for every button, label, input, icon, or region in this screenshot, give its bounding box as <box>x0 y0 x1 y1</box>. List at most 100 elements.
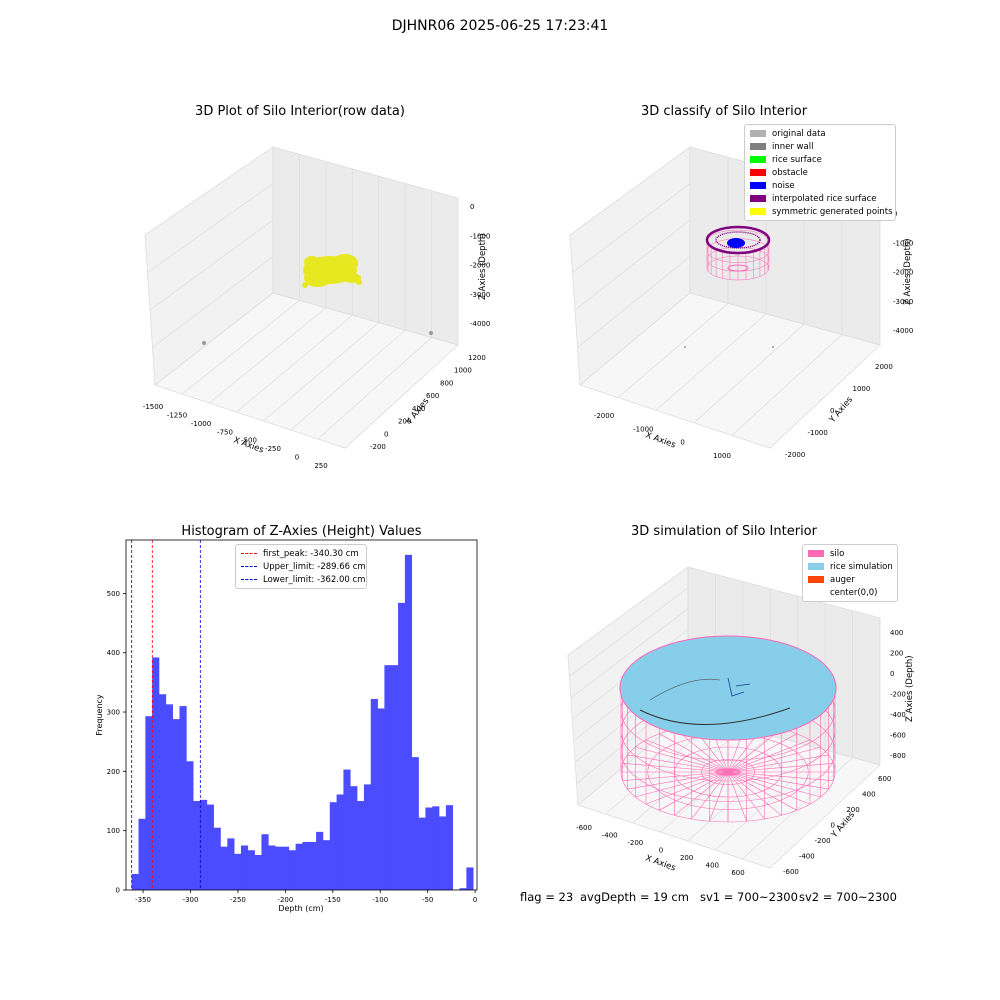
classify-zlabel: Z Axies (Depth) <box>903 238 913 305</box>
raw-y-tick-label: 1000 <box>454 367 472 375</box>
histogram-x-tick-label: -350 <box>135 896 151 904</box>
simulation-legend-entry: center(0,0) <box>808 586 892 599</box>
histogram-x-tick-label: -50 <box>422 896 433 904</box>
raw-x-tick-label: -1500 <box>143 403 163 411</box>
simulation-legend-entry: silo <box>808 547 892 560</box>
histogram-bar <box>336 794 344 890</box>
sim-x-tick-label: -600 <box>576 824 592 832</box>
panel-simulation-title: 3D simulation of Silo Interior <box>631 524 817 539</box>
classify-legend-entry: interpolated rice surface <box>750 192 890 205</box>
histogram-legend-swatch <box>241 579 257 580</box>
histogram-bar <box>220 846 228 890</box>
histogram-bar <box>329 802 337 890</box>
sim-y-tick-label: 400 <box>862 791 875 799</box>
classify-legend-swatch <box>750 156 766 163</box>
histogram-bar <box>384 665 392 890</box>
histogram-x-tick-label: -100 <box>372 896 388 904</box>
classify-legend-label: interpolated rice surface <box>772 193 877 204</box>
footer-avg-depth: avgDepth = 19 cm <box>580 890 689 904</box>
simulation-legend-label: rice simulation <box>830 561 893 572</box>
histogram-x-tick-label: -300 <box>183 896 199 904</box>
raw-y-tick-label: -200 <box>370 443 386 451</box>
raw-x-tick-label: -1000 <box>191 420 211 428</box>
raw-y-tick-label: 600 <box>426 392 439 400</box>
raw-y-tick-label: 400 <box>412 405 425 413</box>
classify-legend-label: rice surface <box>772 154 822 165</box>
footer-sv1: sv1 = 700~2300 <box>700 890 798 904</box>
histogram-bar <box>227 838 235 890</box>
histogram-x-tick-label: 0 <box>473 896 477 904</box>
panel-classify-axes: X Axies Y Axies Z Axies (Depth) -2000-10… <box>569 146 913 460</box>
sim-z-tick-label: 200 <box>890 650 903 658</box>
histogram-bar <box>316 831 324 890</box>
cls-y-tick-label: 0 <box>830 407 834 415</box>
sim-y-tick-label: -600 <box>783 868 799 876</box>
simulation-legend: silo rice simulation auger center(0,0) <box>802 544 898 602</box>
histogram-bar <box>268 845 276 890</box>
cls-y-tick-label: -2000 <box>785 451 805 459</box>
histogram-bar <box>404 554 413 890</box>
footer-sv2: sv2 = 700~2300 <box>799 890 897 904</box>
simulation-legend-label: silo <box>830 548 845 559</box>
histogram-bar <box>254 855 262 890</box>
simulation-legend-swatch <box>808 576 824 583</box>
panel-classify-title: 3D classify of Silo Interior <box>640 104 808 119</box>
raw-x-tick-label: -250 <box>265 445 281 453</box>
classify-gridlines <box>572 157 843 436</box>
raw-y-tick-label: 0 <box>384 430 388 438</box>
histogram-bar <box>439 816 447 890</box>
histogram-bar <box>459 888 467 890</box>
classify-legend-swatch <box>750 208 766 215</box>
classify-legend-swatch <box>750 130 766 137</box>
histogram-bar <box>411 757 419 890</box>
classify-legend-swatch <box>750 195 766 202</box>
raw-z-tick-label: -2000 <box>470 262 490 270</box>
histogram-bar <box>152 657 160 890</box>
histogram-legend: first_peak: -340.30 cm Upper_limit: -289.… <box>235 544 367 589</box>
histogram-xlabel: Depth (cm) <box>278 904 323 913</box>
sim-y-tick-label: 0 <box>831 822 835 830</box>
histogram-ylabel: Frequency <box>95 694 104 736</box>
classify-legend-entry: obstacle <box>750 166 890 179</box>
histogram-bar <box>240 845 249 890</box>
simulation-legend-swatch <box>808 589 824 596</box>
histogram-bar <box>138 818 146 890</box>
histogram-bar <box>193 801 201 890</box>
raw-y-tick-label: 800 <box>440 379 453 387</box>
classify-xlabel: X Axies <box>644 430 677 450</box>
histogram-legend-entry: first_peak: -340.30 cm <box>241 547 361 560</box>
histogram-x-tick-label: -200 <box>277 896 293 904</box>
footer-flag: flag = 23 <box>520 890 574 904</box>
histogram-y-tick-label: 200 <box>107 768 120 776</box>
histogram-bar <box>159 694 167 890</box>
histogram-bar <box>172 719 180 890</box>
raw-z-tick-label: 0 <box>470 203 474 211</box>
histogram-bar <box>357 801 365 890</box>
cls-y-tick-label: -1000 <box>808 429 828 437</box>
cls-x-tick-label: -1000 <box>633 425 653 433</box>
histogram-bar <box>309 841 317 890</box>
sim-x-tick-label: -400 <box>602 832 618 840</box>
raw-x-tick-label: 0 <box>295 454 299 462</box>
histogram-bar <box>186 761 194 890</box>
histogram-bar <box>213 827 221 890</box>
classify-legend-label: original data <box>772 128 826 139</box>
simulation-xlabel: X Axies <box>644 853 677 873</box>
histogram-y-tick-label: 400 <box>107 649 120 657</box>
sim-z-tick-label: -800 <box>890 752 906 760</box>
classify-legend-entry: noise <box>750 179 890 192</box>
histogram-legend-entry: Lower_limit: -362.00 cm <box>241 573 365 586</box>
simulation-legend-entry: auger <box>808 573 892 586</box>
figure-suptitle: DJHNR06 2025-06-25 17:23:41 <box>391 18 609 34</box>
raw-point-cloud <box>202 254 433 345</box>
classify-legend-swatch <box>750 182 766 189</box>
histogram-legend-label: first_peak: -340.30 cm <box>263 548 359 559</box>
histogram-x-tick-label: -150 <box>325 896 341 904</box>
histogram-bar <box>445 805 454 890</box>
classify-legend-label: noise <box>772 180 795 191</box>
histogram-bar <box>391 665 399 890</box>
classify-legend-entry: symmetric generated points <box>750 205 893 218</box>
classify-legend-entry: rice surface <box>750 153 890 166</box>
simulation-legend-label: center(0,0) <box>830 587 878 598</box>
histogram-title: Histogram of Z-Axies (Height) Values <box>181 524 422 539</box>
